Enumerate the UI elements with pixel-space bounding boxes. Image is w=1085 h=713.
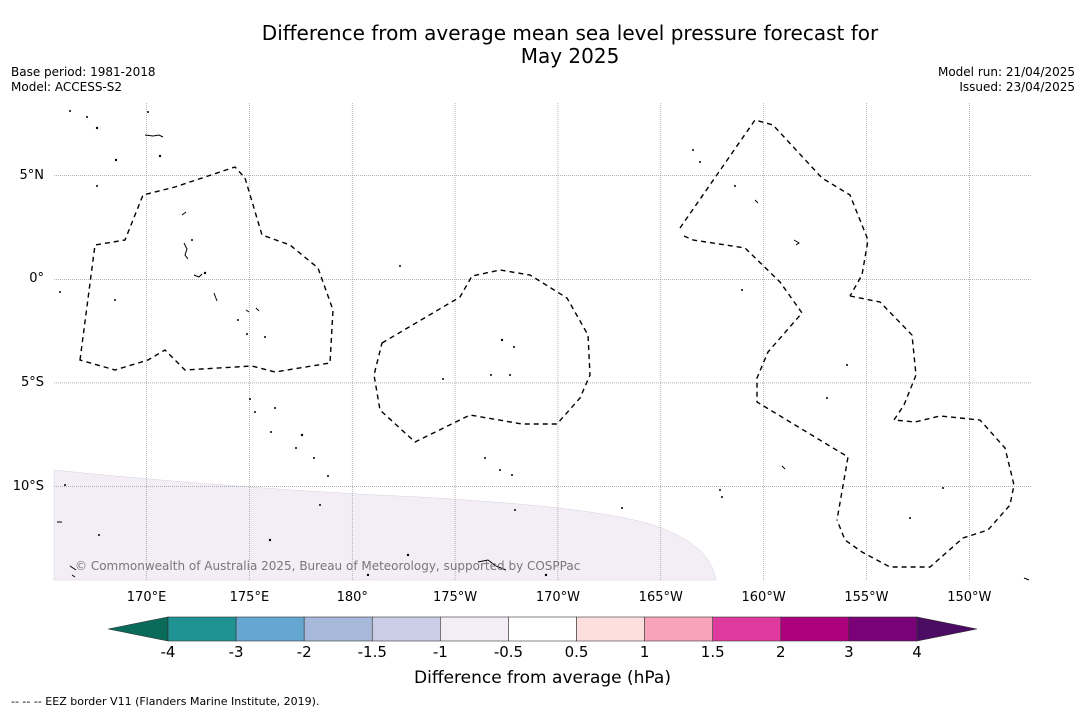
colorbar-segment — [712, 616, 782, 642]
islands — [57, 134, 1030, 581]
colorbar-tick: -1 — [432, 643, 448, 661]
island — [477, 559, 507, 571]
colorbar-tick: 1 — [639, 643, 650, 661]
colorbar-tick: 4 — [912, 643, 922, 661]
colorbar-segment — [780, 616, 850, 642]
island — [181, 211, 187, 216]
eez-line-islands-south — [836, 295, 1015, 568]
lon-label: 170°E — [126, 590, 167, 605]
colorbar-tick: -4 — [160, 643, 176, 661]
lon-label: 165°W — [638, 590, 683, 605]
title-line-1: Difference from average mean sea level p… — [261, 21, 879, 45]
colorbar-low-extend — [107, 616, 169, 642]
lat-label: 0° — [29, 271, 44, 287]
island — [1023, 577, 1030, 581]
meta-left: Base period: 1981-2018 Model: ACCESS-S2 — [11, 65, 156, 95]
colorbar-tick: -1.5 — [357, 643, 387, 661]
island — [144, 134, 164, 138]
lon-label: 180° — [336, 590, 368, 605]
lon-label: 160°W — [741, 590, 786, 605]
island — [193, 273, 203, 278]
lat-label: 5°S — [20, 374, 44, 390]
island — [69, 565, 77, 578]
island — [183, 242, 189, 260]
island — [781, 465, 786, 470]
island — [245, 307, 260, 313]
island — [793, 239, 800, 246]
lon-label: 150°W — [947, 590, 992, 605]
colorbar-segment — [235, 616, 305, 642]
lat-label: 10°S — [12, 478, 44, 494]
anomaly-shading-region — [53, 469, 717, 581]
colorbar-tick: 0.5 — [564, 643, 589, 661]
issued-date: Issued: 23/04/2025 — [959, 80, 1075, 94]
lon-label: 170°W — [535, 590, 580, 605]
copyright-text: © Commonwealth of Australia 2025, Bureau… — [75, 559, 581, 573]
colorbar-segment — [576, 616, 645, 642]
colorbar-tick: -0.5 — [493, 643, 524, 661]
colorbar-tick: -2 — [296, 643, 312, 661]
island — [213, 292, 218, 302]
colorbar-tick: 3 — [844, 643, 854, 661]
colorbar-segment — [848, 616, 918, 642]
model-run: Model run: 21/04/2025 — [937, 65, 1075, 79]
model-name: Model: ACCESS-S2 — [11, 80, 123, 94]
eez-line-islands-north — [679, 119, 869, 297]
eez-kiribati-gilberts — [79, 166, 334, 373]
eez-legend-note: -- -- -- EEZ border V11 (Flanders Marine… — [11, 695, 320, 708]
lon-label: 175°W — [432, 590, 478, 605]
colorbar-segment — [644, 616, 714, 642]
colorbar-segment — [440, 616, 509, 642]
eez-phoenix-tokelau — [373, 269, 591, 443]
colorbar-segment — [508, 616, 577, 642]
lon-label: 175°E — [229, 590, 270, 605]
colorbar-segment — [167, 616, 237, 642]
small-islands — [59, 110, 944, 577]
lat-label: 5°N — [19, 167, 45, 183]
colorbar — [107, 616, 978, 642]
island — [754, 199, 759, 204]
meta-right: Model run: 21/04/2025 Issued: 23/04/2025 — [938, 65, 1075, 95]
eez-line-islands-mid — [683, 235, 849, 521]
colorbar-label: Difference from average (hPa) — [414, 668, 671, 688]
colorbar-high-extend — [916, 616, 978, 642]
graticule — [54, 103, 1031, 580]
colorbar-tick: -3 — [228, 643, 244, 661]
lon-label: 155°W — [844, 590, 889, 605]
colorbar-tick: 2 — [776, 643, 786, 661]
eez-borders — [79, 119, 1015, 568]
base-period: Base period: 1981-2018 — [11, 65, 156, 79]
map-title: Difference from average mean sea level p… — [0, 22, 1085, 68]
colorbar-segment — [371, 616, 441, 642]
colorbar-tick: 1.5 — [700, 643, 725, 661]
colorbar-segment — [303, 616, 373, 642]
title-line-2: May 2025 — [520, 44, 620, 68]
